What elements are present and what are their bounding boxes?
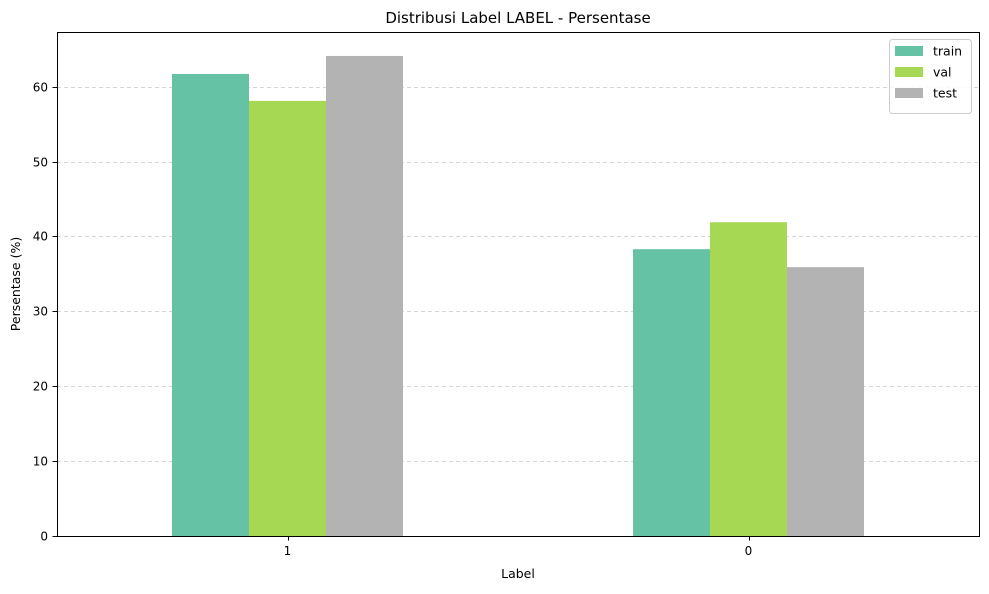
y-tick-label: 60	[33, 81, 48, 95]
plot-frame	[57, 32, 980, 537]
legend-label-train: train	[933, 44, 962, 59]
x-axis-label: Label	[501, 566, 535, 581]
bar-test-0	[787, 267, 864, 536]
bar-train-0	[633, 249, 710, 536]
y-tick-label: 20	[33, 380, 48, 394]
bar-val-1	[249, 100, 326, 537]
legend-swatch-test	[895, 88, 923, 98]
chart-title: Distribusi Label LABEL - Persentase	[385, 9, 650, 27]
legend: train val test	[889, 39, 972, 114]
y-tick-label: 10	[33, 455, 48, 469]
x-tick-label: 0	[745, 544, 753, 558]
legend-label-test: test	[933, 86, 957, 101]
y-axis-label: Persentase (%)	[8, 237, 23, 331]
legend-swatch-train	[895, 46, 923, 56]
legend-label-val: val	[933, 65, 952, 80]
y-tick-label: 30	[33, 305, 48, 319]
bar-test-1	[326, 55, 403, 536]
bar-val-0	[710, 222, 787, 537]
legend-swatch-val	[895, 67, 923, 77]
y-axis-ticks: 0 10 20 30 40 50 60	[33, 81, 57, 544]
x-tick-label: 1	[284, 544, 292, 558]
y-tick-label: 50	[33, 156, 48, 170]
bars	[172, 55, 864, 537]
bar-train-1	[172, 73, 249, 536]
y-tick-label: 40	[33, 230, 48, 244]
y-tick-label: 0	[40, 530, 48, 544]
